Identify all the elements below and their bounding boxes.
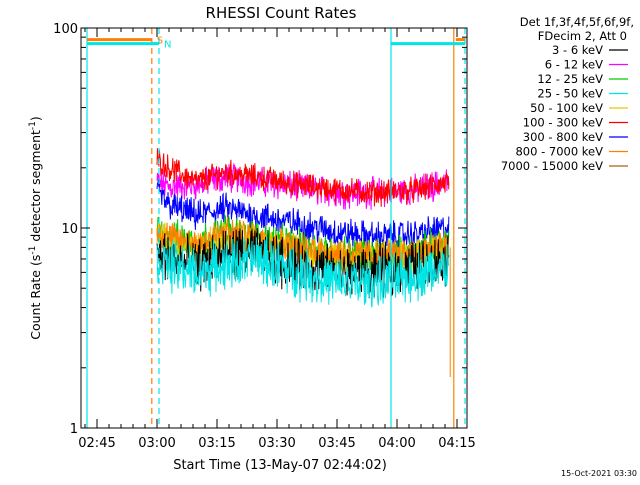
flag-label-1: N: [164, 40, 171, 51]
legend-label-2: 12 - 25 keV: [537, 72, 603, 86]
legend-label-3: 25 - 50 keV: [537, 87, 603, 101]
legend-label-4: 50 - 100 keV: [530, 101, 603, 115]
y-axis-label-sup-2: -1: [28, 121, 38, 130]
series-line-5: [156, 217, 450, 270]
series-line-1: [156, 148, 450, 207]
x-axis-label: Start Time (13-May-07 02:44:02): [173, 458, 387, 473]
series-line-7: [156, 235, 450, 308]
legend-label-7: 800 - 7000 keV: [515, 145, 603, 159]
y-axis-label-sup-1: -1: [28, 246, 38, 255]
x-tick-label-2: 03:15: [198, 436, 235, 451]
y-axis-label-mid: detector segment: [28, 130, 43, 246]
y-axis-label-main: Count Rate (s: [28, 255, 43, 340]
y-axis-label-end: ): [28, 116, 43, 121]
flag-label-0: S: [157, 36, 163, 47]
y-tick-label-2: 100: [53, 22, 78, 37]
x-tick-label-5: 04:00: [378, 436, 415, 451]
x-tick-label-6: 04:15: [438, 436, 475, 451]
x-tick-label-4: 03:45: [318, 436, 355, 451]
x-tick-label-3: 03:30: [258, 436, 295, 451]
legend-label-6: 300 - 800 keV: [523, 130, 603, 144]
timestamp: 15-Oct-2021 03:30: [561, 469, 637, 478]
legend-header-decimation: FDecim 2, Att 0: [538, 29, 627, 43]
y-tick-label-0: 1: [70, 422, 78, 437]
y-axis-label: Count Rate (s-1 detector segment-1): [28, 116, 43, 340]
x-tick-label-1: 03:00: [138, 436, 175, 451]
series-layer: [156, 148, 451, 377]
legend-label-8: 7000 - 15000 keV: [501, 159, 603, 173]
y-tick-label-1: 10: [61, 222, 78, 237]
legend-label-0: 3 - 6 keV: [552, 43, 603, 57]
axis-layer: 02:45 03:00 03:15 03:30 03:45 04:00 04:15 1 10 10…: [53, 22, 476, 451]
chart-title: RHESSI Count Rates: [206, 4, 357, 22]
legend-header-detectors: Det 1f,3f,4f,5f,6f,9f,: [520, 15, 634, 29]
series-line-0: [156, 163, 450, 210]
x-tick-label-0: 02:45: [78, 436, 115, 451]
legend-label-5: 100 - 300 keV: [523, 116, 603, 130]
legend-label-1: 6 - 12 keV: [545, 58, 603, 72]
